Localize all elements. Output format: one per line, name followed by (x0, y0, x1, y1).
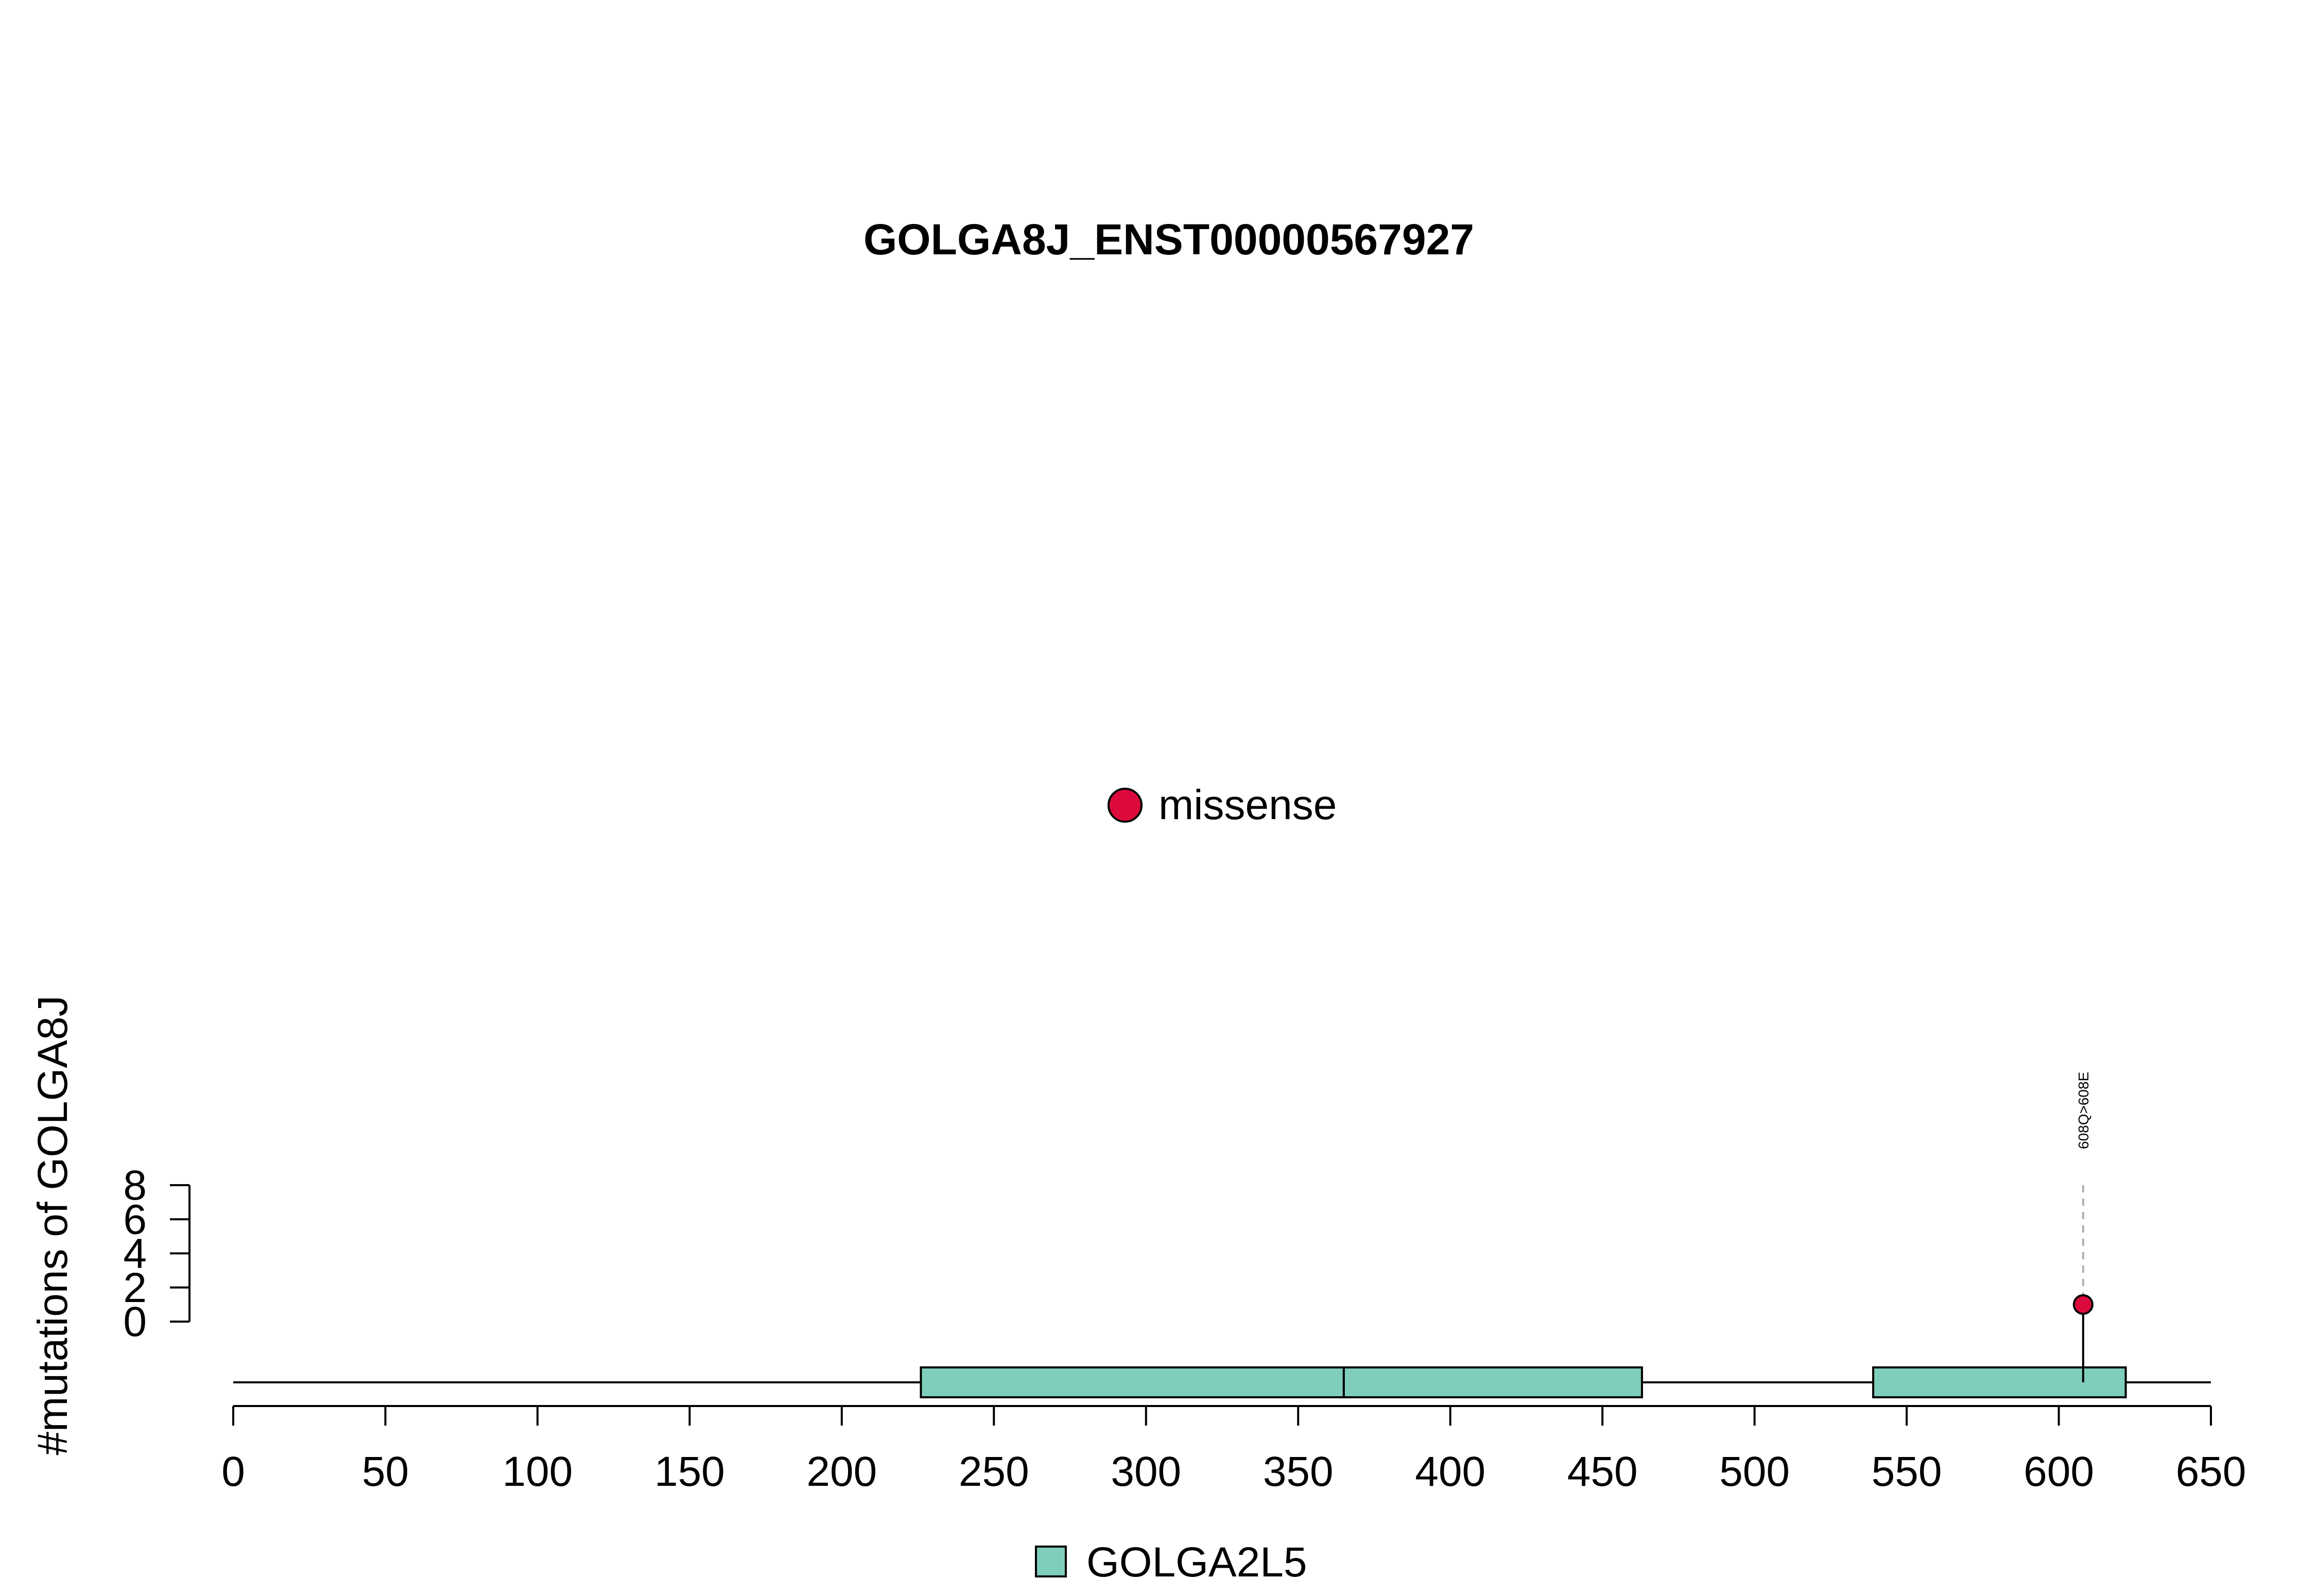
x-tick-label: 550 (1872, 1448, 1942, 1495)
x-tick-label: 150 (654, 1448, 725, 1495)
x-tick-label: 450 (1567, 1448, 1638, 1495)
x-tick-label: 50 (362, 1448, 409, 1495)
x-tick-label: 500 (1719, 1448, 1790, 1495)
y-axis-label: #mutations of GOLGA8J (29, 995, 76, 1455)
mutation-label: 608Q>608E (2076, 1072, 2091, 1149)
mutation-point (2072, 1294, 2094, 1315)
domain-block (1872, 1366, 2127, 1398)
y-tick-label: 6 (123, 1196, 147, 1243)
x-tick-label: 350 (1263, 1448, 1334, 1495)
domain-layer (920, 1366, 2127, 1398)
domain-block (1342, 1366, 1643, 1398)
x-tick-label: 650 (2176, 1448, 2246, 1495)
mutation-layer: 608Q>608E (2072, 1072, 2094, 1382)
x-tick-label: 400 (1415, 1448, 1485, 1495)
y-tick-label: 8 (123, 1162, 147, 1209)
legend-domain-label: GOLGA2L5 (1086, 1539, 1307, 1586)
x-tick-label: 0 (221, 1448, 245, 1495)
domain-legend: GOLGA2L5 (1035, 1539, 1307, 1586)
x-tick-label: 200 (806, 1448, 877, 1495)
mutation-legend: missense (1108, 782, 1337, 828)
x-tick-label: 300 (1111, 1448, 1181, 1495)
legend-missense-label: missense (1158, 782, 1337, 828)
legend-missense-marker (1108, 788, 1143, 823)
x-axis: 0 50 100 150 200 250 300 350 400 450 500 550 600 650 (221, 1405, 2246, 1495)
y-tick-label: 2 (123, 1264, 147, 1311)
x-tick-label: 600 (2024, 1448, 2094, 1495)
legend-domain-swatch (1035, 1546, 1067, 1577)
x-tick-label: 250 (959, 1448, 1029, 1495)
domain-block (920, 1366, 1345, 1398)
y-tick-label: 0 (123, 1298, 147, 1345)
x-tick-label: 100 (503, 1448, 573, 1495)
y-tick-label: 4 (123, 1230, 147, 1277)
chart-title: GOLGA8J_ENST00000567927 (863, 215, 1474, 264)
